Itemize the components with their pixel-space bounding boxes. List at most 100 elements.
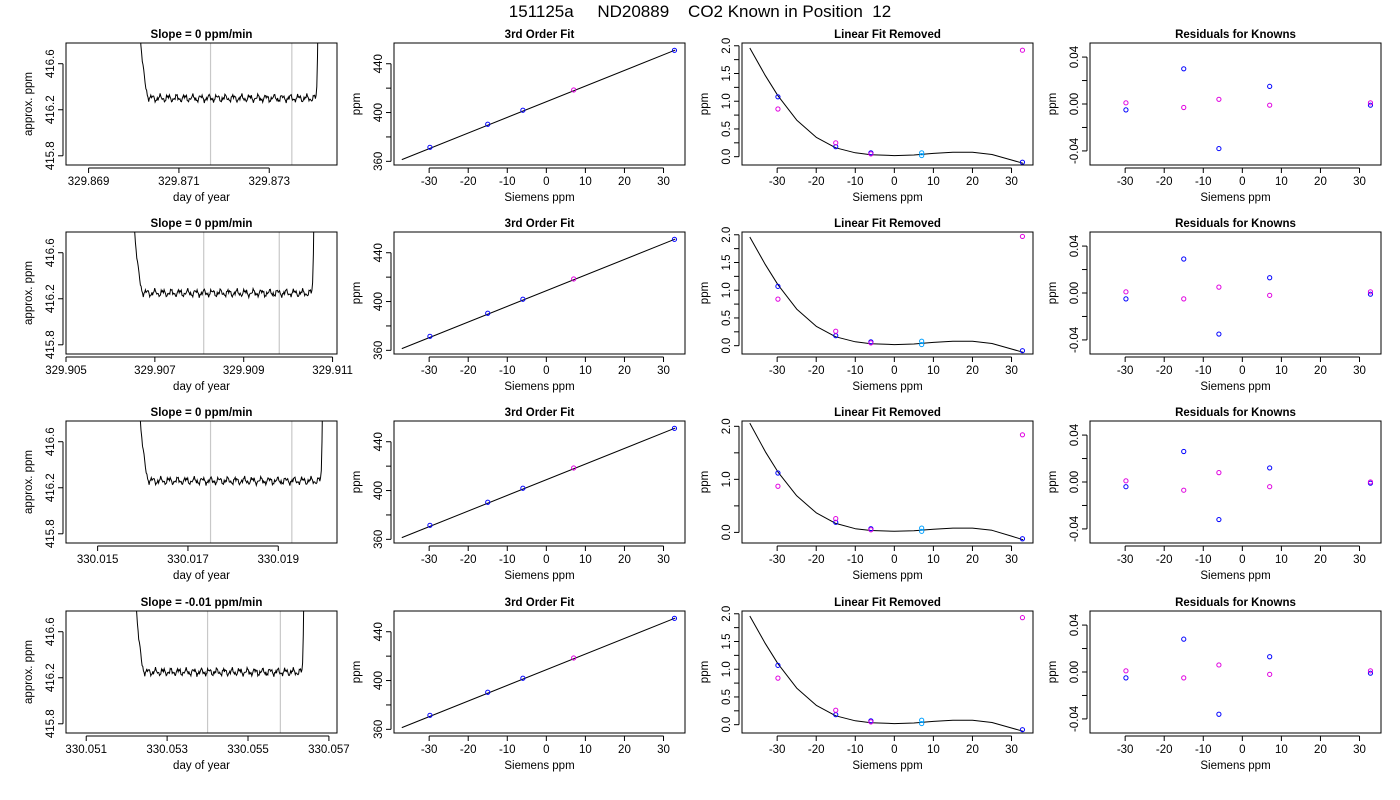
x-tick-label: 329.909: [223, 365, 265, 377]
fit-curve: [749, 422, 1024, 541]
y-tick-label: -0.04: [1069, 515, 1081, 542]
plot-frame: [65, 610, 338, 734]
panel-linear_removed-2: Linear Fit Removed -30 -20 -10 0 10 20 30 Siemen…: [699, 218, 1034, 393]
data-point: [919, 720, 925, 727]
y-tick-label: 0.04: [1069, 45, 1081, 68]
x-tick-label: 329.911: [312, 365, 353, 377]
x-axis-label: day of year: [173, 381, 230, 393]
panel-title: Slope = 0 ppm/min: [151, 218, 253, 230]
fit-curve: [749, 615, 1024, 732]
x-axis-label: Siemens ppm: [1200, 760, 1270, 772]
x-tick-label: 10: [1275, 365, 1288, 377]
x-tick-label: -20: [1156, 744, 1173, 756]
plot-data: [749, 615, 1026, 733]
x-tick-label: 10: [927, 365, 940, 377]
panel-title: Slope = 0 ppm/min: [151, 407, 253, 419]
y-tick-label: 0.5: [721, 689, 733, 705]
plot-data: [134, 232, 315, 354]
data-point: [1181, 256, 1187, 262]
data-point: [1267, 654, 1273, 660]
x-tick-label: 0: [891, 176, 897, 188]
y-tick-label: 0.5: [721, 121, 733, 137]
x-tick-label: -20: [808, 365, 825, 377]
x-tick-label: 30: [1005, 554, 1018, 566]
data-point: [833, 707, 839, 713]
x-tick-label: 30: [1353, 176, 1366, 188]
x-tick-label: 30: [1353, 744, 1366, 756]
x-tick-label: 330.051: [65, 744, 107, 756]
data-point: [1181, 296, 1187, 302]
panel-timeseries-2: Slope = 0 ppm/min 329.905 329.907 329.909 32…: [23, 218, 353, 393]
data-point: [775, 483, 781, 489]
data-point: [919, 150, 925, 156]
plot-data: [1123, 636, 1374, 717]
x-tick-label: 30: [657, 554, 670, 566]
x-axis-label: day of year: [173, 570, 230, 582]
x-tick-label: -30: [1117, 554, 1134, 566]
y-tick-label: 0.04: [1069, 423, 1081, 446]
panel-title: Linear Fit Removed: [834, 29, 941, 41]
x-tick-label: 20: [1314, 365, 1327, 377]
y-tick-label: 416.2: [45, 95, 57, 124]
y-tick-label: 1.5: [721, 66, 733, 82]
fit-line: [401, 49, 676, 161]
x-tick-label: 10: [927, 554, 940, 566]
y-tick-label: 0.00: [1069, 93, 1081, 115]
data-point: [1216, 96, 1222, 102]
data-point: [1216, 284, 1222, 290]
panel-residuals-3: Residuals for Knowns -30 -20 -10 0 10 20 30 Siem…: [1047, 407, 1382, 582]
y-tick-label: 415.8: [45, 709, 57, 738]
data-point: [1216, 145, 1222, 152]
y-tick-label: 0.00: [1069, 471, 1081, 493]
x-tick-label: 0: [543, 744, 549, 756]
y-tick-label: 1.5: [721, 255, 733, 271]
plot-data: [749, 233, 1026, 354]
panel-title: Slope = -0.01 ppm/min: [141, 597, 263, 609]
fit-curve: [749, 236, 1024, 353]
panel-timeseries-1: Slope = 0 ppm/min 329.869 329.871 329.873 da…: [23, 29, 338, 204]
x-tick-label: 329.907: [134, 365, 176, 377]
panel-timeseries-3: Slope = 0 ppm/min 330.015 330.017 330.019 da…: [23, 407, 338, 582]
x-tick-label: 330.053: [146, 744, 188, 756]
y-tick-label: 0.0: [721, 149, 733, 165]
data-point: [571, 655, 577, 661]
y-tick-label: 440: [373, 54, 385, 73]
y-tick-label: 415.8: [45, 330, 57, 359]
data-point: [1019, 47, 1026, 53]
data-point: [775, 675, 781, 681]
x-tick-label: -10: [1195, 365, 1212, 377]
data-point: [427, 522, 433, 528]
y-tick-label: 2.0: [721, 38, 733, 54]
x-tick-label: -30: [769, 554, 786, 566]
x-tick-label: 10: [1275, 744, 1288, 756]
x-tick-label: 0: [543, 365, 549, 377]
data-point: [919, 152, 925, 159]
data-point: [1267, 83, 1273, 90]
x-axis-label: Siemens ppm: [852, 570, 922, 582]
x-axis-label: Siemens ppm: [1200, 381, 1270, 393]
plot-data: [401, 615, 678, 729]
x-tick-label: 330.015: [77, 554, 119, 566]
x-tick-label: 20: [966, 176, 979, 188]
x-tick-label: 330.057: [308, 744, 350, 756]
plot-frame: [65, 420, 338, 544]
fit-line: [401, 617, 676, 729]
x-tick-label: 0: [1239, 554, 1245, 566]
y-tick-label: -0.04: [1069, 137, 1081, 164]
x-tick-label: -30: [421, 744, 438, 756]
y-tick-label: 0.5: [721, 310, 733, 326]
data-point: [485, 310, 491, 316]
panel-timeseries-4: Slope = -0.01 ppm/min 330.051 330.053 330.0…: [23, 597, 350, 772]
data-point: [1216, 331, 1222, 337]
data-point: [1367, 289, 1374, 295]
figure-title: 151125a ND20889 CO2 Known in Position 12: [508, 2, 892, 21]
data-point: [485, 121, 491, 127]
y-tick-label: 0.0: [721, 717, 733, 733]
data-point: [427, 333, 433, 339]
y-tick-label: 0.0: [721, 338, 733, 354]
x-tick-label: 20: [618, 176, 631, 188]
y-tick-label: 0.04: [1069, 613, 1081, 636]
x-tick-label: -10: [847, 554, 864, 566]
data-point: [1019, 727, 1026, 733]
data-point: [1181, 104, 1187, 111]
